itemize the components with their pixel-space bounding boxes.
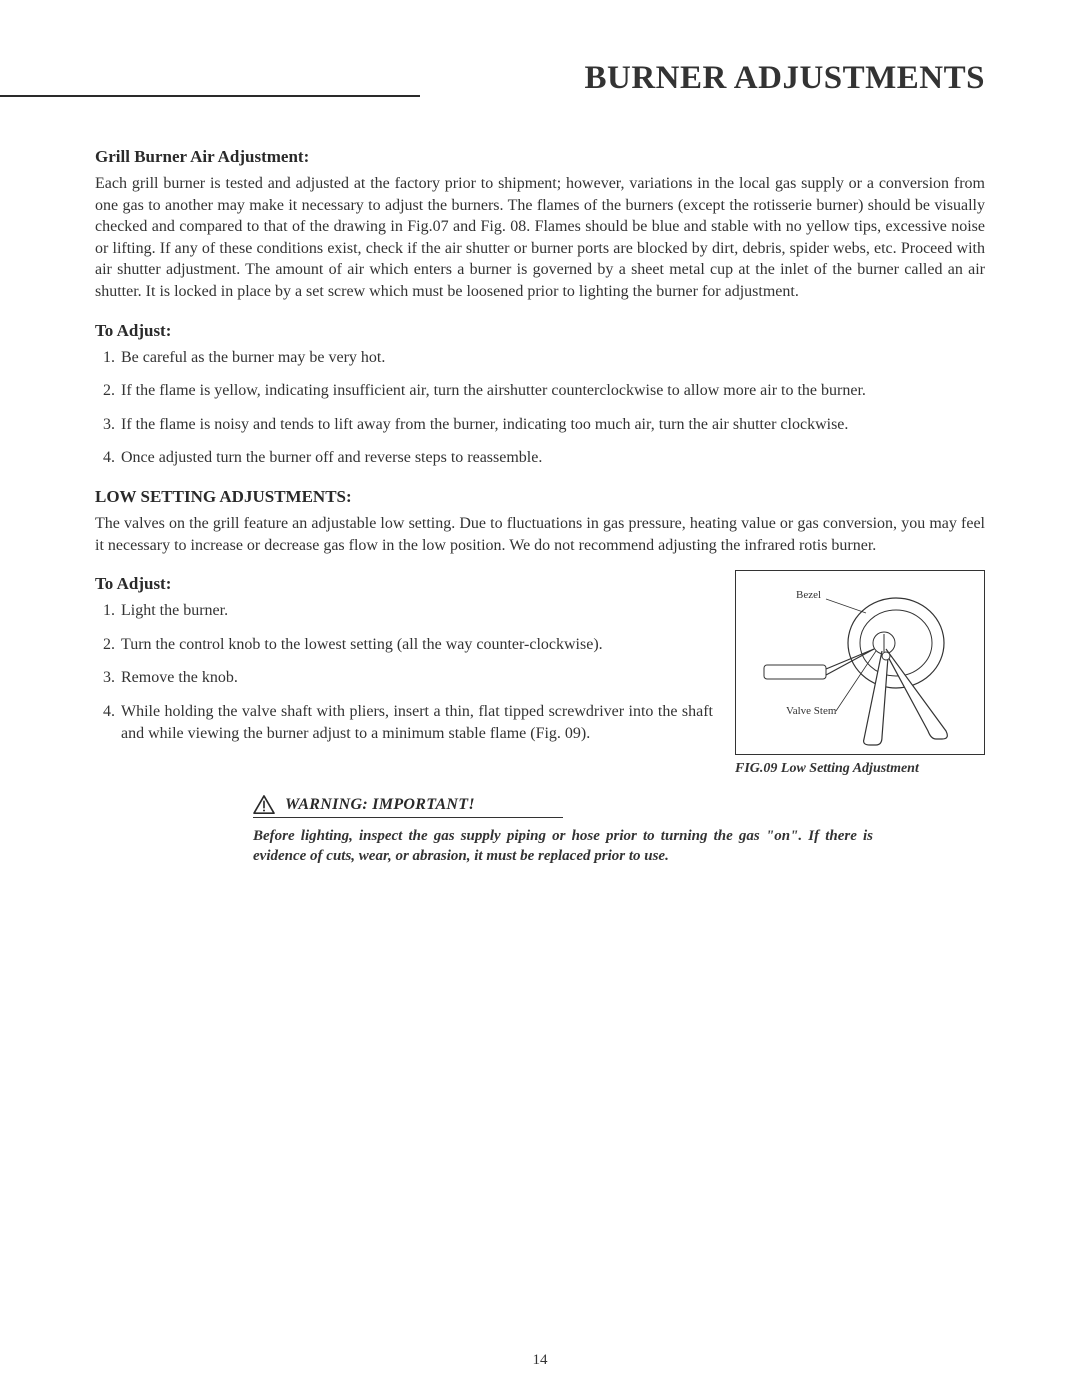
page-title: BURNER ADJUSTMENTS: [95, 60, 985, 97]
left-column: To Adjust: Light the burner. Turn the co…: [95, 570, 713, 760]
list-item: Remove the knob.: [119, 667, 713, 689]
figure-label-valve: Valve Stem: [786, 705, 836, 717]
list-to-adjust-2: Light the burner. Turn the control knob …: [95, 600, 713, 744]
list-item: Once adjusted turn the burner off and re…: [119, 447, 985, 469]
warning-block: WARNING: IMPORTANT! Before lighting, ins…: [213, 795, 985, 867]
list-item: If the flame is yellow, indicating insuf…: [119, 380, 985, 402]
heading-to-adjust-2: To Adjust:: [95, 574, 713, 594]
right-column: Bezel Valve Stem FIG.09 Low Setting Adju…: [735, 570, 985, 777]
document-page: BURNER ADJUSTMENTS Grill Burner Air Adju…: [0, 0, 1080, 1397]
list-to-adjust-1: Be careful as the burner may be very hot…: [95, 347, 985, 469]
heading-low-setting: LOW SETTING ADJUSTMENTS:: [95, 487, 985, 507]
two-column-region: To Adjust: Light the burner. Turn the co…: [95, 570, 985, 777]
page-number: 14: [0, 1352, 1080, 1369]
body-grill-burner: Each grill burner is tested and adjusted…: [95, 173, 985, 303]
heading-grill-burner: Grill Burner Air Adjustment:: [95, 147, 985, 167]
warning-header: WARNING: IMPORTANT!: [253, 795, 563, 818]
list-item: Be careful as the burner may be very hot…: [119, 347, 985, 369]
warning-title: WARNING: IMPORTANT!: [285, 796, 475, 814]
warning-body: Before lighting, inspect the gas supply …: [253, 826, 873, 867]
header-rule: [0, 95, 420, 97]
figure-label-bezel: Bezel: [796, 589, 821, 601]
warning-icon: [253, 795, 275, 815]
body-low-setting: The valves on the grill feature an adjus…: [95, 513, 985, 556]
figure-caption: FIG.09 Low Setting Adjustment: [735, 761, 985, 777]
list-item: Light the burner.: [119, 600, 713, 622]
list-item: While holding the valve shaft with plier…: [119, 701, 713, 744]
figure-09: Bezel Valve Stem: [735, 570, 985, 755]
figure-09-svg: [736, 571, 986, 756]
list-item: If the flame is noisy and tends to lift …: [119, 414, 985, 436]
list-item: Turn the control knob to the lowest sett…: [119, 634, 713, 656]
heading-to-adjust-1: To Adjust:: [95, 321, 985, 341]
